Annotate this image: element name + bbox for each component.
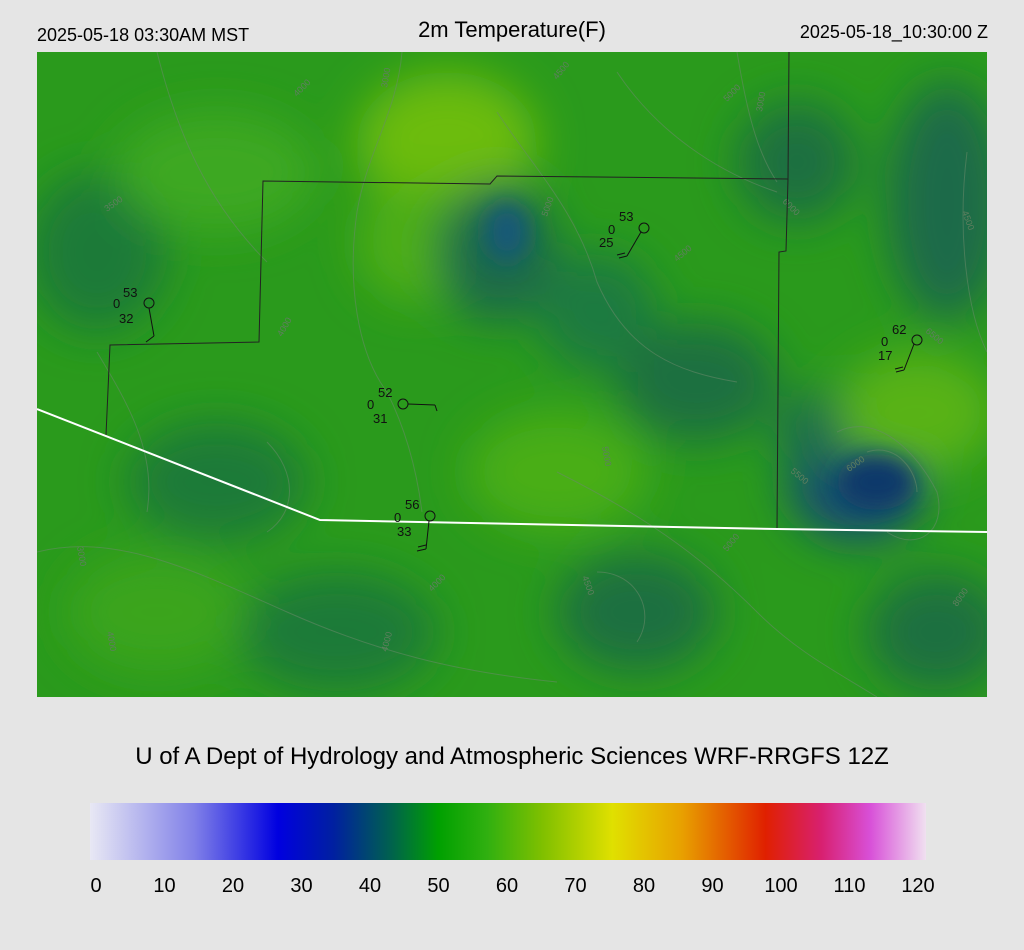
contour-label: 3000 — [75, 546, 88, 567]
station-dewpoint: 31 — [373, 411, 387, 426]
colorbar-tick-label: 0 — [90, 875, 102, 897]
contour-label: 3000 — [379, 67, 392, 88]
colorbar-tick-label: 30 — [290, 875, 313, 897]
station-aux-value: 0 — [367, 397, 374, 412]
station-plots: 53 0 32 53 0 25 62 0 17 52 0 — [113, 209, 923, 552]
station-aux-value: 0 — [113, 296, 120, 311]
colorbar-tick-label: 50 — [427, 875, 450, 897]
state-border — [37, 408, 987, 533]
contour-label: 4000 — [105, 631, 118, 652]
valid-time-local: 2025-05-18 03:30AM MST — [37, 25, 250, 45]
station-aux-value: 0 — [881, 334, 888, 349]
station-dewpoint: 25 — [599, 235, 613, 250]
colorbar-tick-label: 40 — [358, 875, 382, 897]
colorbar-tick-label: 20 — [221, 875, 245, 897]
colorbar-tick-label: 90 — [701, 875, 724, 897]
colorbar-tick-label: 70 — [564, 875, 587, 897]
station-plot-east[interactable]: 62 0 17 — [878, 322, 923, 373]
station-plot-south[interactable]: 56 0 33 — [394, 497, 436, 552]
colorbar-tick-labels: 0 10 20 30 40 50 60 70 80 90 100 110 120 — [0, 875, 1024, 901]
station-dewpoint: 32 — [119, 311, 133, 326]
station-aux-value: 0 — [608, 222, 615, 237]
station-dewpoint: 33 — [397, 524, 411, 539]
temperature-colorbar — [90, 803, 926, 860]
colorbar-tick-label: 100 — [764, 875, 798, 897]
station-temperature: 53 — [123, 285, 137, 300]
terrain-contours — [37, 52, 987, 697]
colorbar-tick-label: 120 — [901, 875, 935, 897]
contour-label: 5000 — [600, 446, 613, 467]
map-title: 2m Temperature(F) — [418, 17, 606, 42]
station-temperature: 52 — [378, 385, 392, 400]
station-temperature: 62 — [892, 322, 906, 337]
colorbar-tick-label: 80 — [632, 875, 656, 897]
contour-label: 3000 — [754, 91, 767, 112]
valid-time-utc: 2025-05-18_10:30:00 Z — [799, 22, 988, 42]
colorbar-tick-label: 10 — [153, 875, 176, 897]
station-dewpoint: 17 — [878, 348, 892, 363]
station-temperature: 56 — [405, 497, 419, 512]
model-credit: U of A Dept of Hydrology and Atmospheric… — [135, 743, 889, 770]
colorbar-tick-label: 60 — [495, 875, 519, 897]
station-plot-north[interactable]: 53 0 25 — [599, 209, 650, 259]
colorbar-tick-label: 110 — [833, 875, 866, 897]
temperature-map: 3000 4000 4500 5000 3000 5000 6000 4500 … — [37, 52, 987, 697]
station-plot-west[interactable]: 53 0 32 — [113, 285, 155, 343]
county-boundaries — [105, 52, 790, 530]
station-temperature: 53 — [619, 209, 633, 224]
station-aux-value: 0 — [394, 510, 401, 525]
station-plot-central[interactable]: 52 0 31 — [367, 385, 438, 426]
